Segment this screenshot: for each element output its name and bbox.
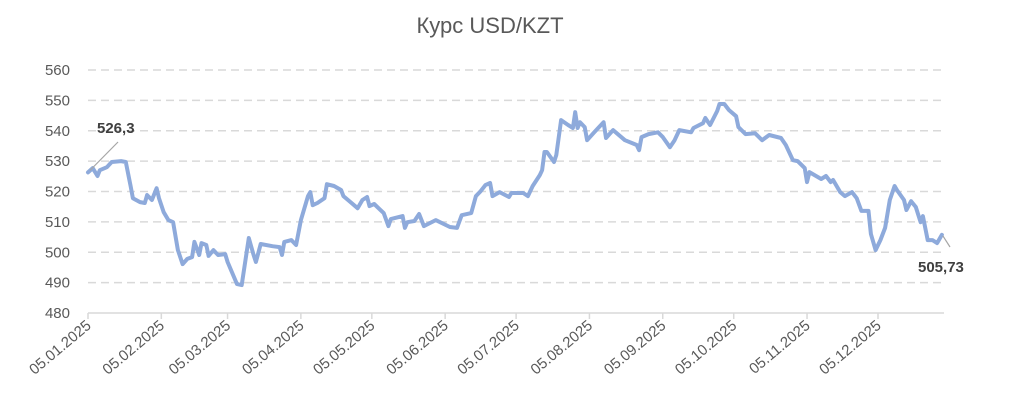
y-tick-label: 530 [45, 153, 70, 170]
x-tick-label: 05.07.2025 [454, 317, 522, 378]
x-tick-label: 05.06.2025 [383, 317, 451, 378]
y-tick-label: 480 [45, 305, 70, 322]
x-tick-label: 05.12.2025 [816, 317, 884, 378]
data-label-leader [89, 141, 119, 171]
x-tick-label: 05.04.2025 [239, 317, 307, 378]
series-layer [86, 102, 944, 288]
x-tick-label: 05.02.2025 [99, 317, 167, 378]
x-tick-label: 05.01.2025 [26, 317, 94, 378]
y-tick-label: 510 [45, 214, 70, 231]
y-tick-label: 500 [45, 244, 70, 261]
y-tick-label: 490 [45, 275, 70, 292]
x-tick-label: 05.11.2025 [746, 317, 814, 378]
y-tick-label: 520 [45, 184, 70, 201]
y-tick-label: 540 [45, 123, 70, 140]
x-tick-label: 05.03.2025 [166, 317, 234, 378]
data-labels: 526,3 505,73 [89, 120, 964, 276]
data-label-leader [942, 235, 951, 248]
x-tick-label: 05.05.2025 [310, 317, 378, 378]
y-tick-label: 550 [45, 92, 70, 109]
x-tick-label: 05.10.2025 [672, 317, 740, 378]
x-tick-label: 05.08.2025 [528, 317, 596, 378]
data-label-start: 526,3 [97, 120, 135, 137]
data-label-end: 505,73 [918, 259, 964, 276]
chart-title: Курс USD/KZT [416, 13, 563, 38]
x-tick-label: 05.09.2025 [601, 317, 669, 378]
usd-kzt-series-line [86, 102, 944, 288]
y-tick-label: 560 [45, 62, 70, 79]
y-axis: 480 490 500 510 520 530 540 550 560 [45, 62, 70, 322]
